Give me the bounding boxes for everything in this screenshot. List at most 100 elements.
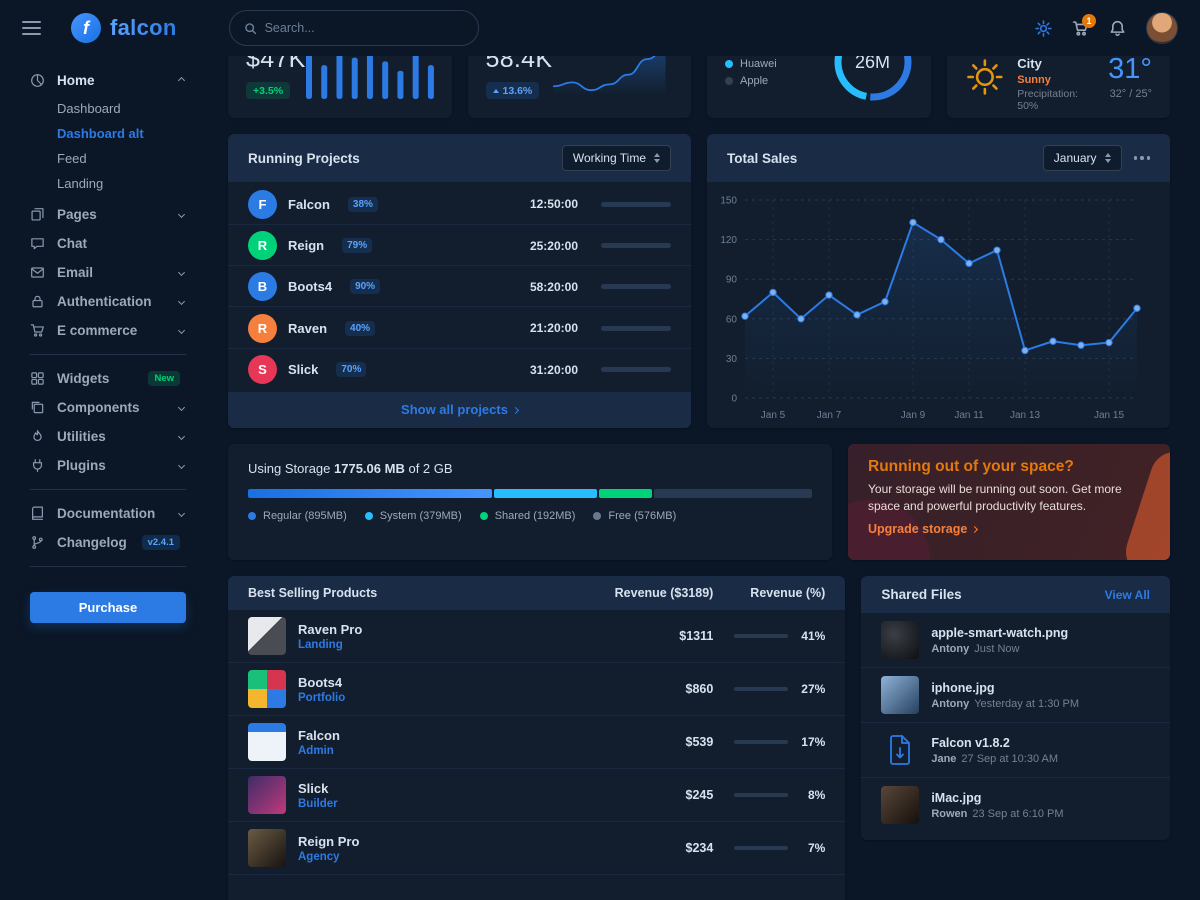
sidebar-item-feed[interactable]: Feed: [57, 151, 87, 166]
file-row: iphone.jpg Antony Yesterday at 1:30 PM: [861, 668, 1170, 723]
sidebar-item-plugins[interactable]: Plugins: [30, 451, 186, 480]
project-row: R Reign 79% 25:20:00: [228, 226, 691, 267]
search-box[interactable]: [228, 10, 479, 46]
product-category-link[interactable]: Agency: [298, 850, 340, 863]
legend-dot: [364, 512, 373, 520]
market-share-total: 26M: [854, 51, 890, 72]
product-category-link[interactable]: Admin: [298, 744, 334, 757]
file-row: iMac.jpg Rowen 23 Sep at 6:10 PM: [861, 778, 1170, 832]
menu-toggle-icon[interactable]: [22, 21, 41, 35]
chevron-down-icon: [177, 210, 186, 219]
notifications-bell-icon[interactable]: [1109, 20, 1126, 37]
cart-icon[interactable]: 1: [1072, 13, 1096, 37]
file-thumbnail: [881, 786, 920, 824]
chevron-down-icon: [177, 461, 186, 470]
falcon-logo[interactable]: f falcon: [71, 13, 177, 43]
upgrade-storage-link[interactable]: Upgrade storage: [868, 522, 979, 536]
sidebar-item-components[interactable]: Components: [30, 393, 186, 422]
sidebar-item-documentation[interactable]: Documentation: [30, 499, 186, 528]
file-row: Falcon v1.8.2 Jane 27 Sep at 10:30 AM: [861, 723, 1170, 778]
project-time: 58:20:00: [529, 279, 578, 294]
project-progress-bar: [601, 201, 671, 207]
column-revenue: Revenue ($3189): [614, 586, 714, 600]
flame-icon: [30, 429, 46, 444]
project-name-link[interactable]: Falcon: [288, 196, 330, 212]
sidebar-item-widgets[interactable]: Widgets New: [30, 364, 186, 393]
column-revenue-pct: Revenue (%): [750, 586, 826, 600]
sidebar-item-label: Pages: [57, 207, 97, 222]
project-name-link[interactable]: Reign: [288, 238, 325, 254]
product-name: Falcon: [298, 727, 340, 743]
file-user: Antony: [931, 697, 970, 710]
product-category-link[interactable]: Builder: [298, 797, 338, 810]
product-percent: 27%: [801, 682, 826, 696]
svg-text:120: 120: [720, 235, 737, 246]
pie-chart-icon: [30, 73, 46, 88]
sidebar-item-landing[interactable]: Landing: [57, 176, 104, 191]
project-avatar: R: [248, 313, 277, 343]
project-name-link[interactable]: Raven: [288, 320, 328, 336]
sidebar-item-dashboard-alt[interactable]: Dashboard alt: [57, 126, 144, 141]
sidebar-item-ecommerce[interactable]: E commerce: [30, 316, 186, 345]
projects-sales-row: Running Projects Working Time F Falcon 3…: [228, 134, 1170, 428]
sidebar-item-utilities[interactable]: Utilities: [30, 422, 186, 451]
project-percent-badge: 38%: [347, 196, 378, 212]
file-name-link[interactable]: iMac.jpg: [931, 790, 982, 805]
project-avatar: R: [248, 231, 277, 261]
product-name: Raven Pro: [298, 621, 363, 637]
project-time: 25:20:00: [529, 238, 578, 253]
project-name-link[interactable]: Slick: [288, 362, 319, 378]
svg-text:Jan 9: Jan 9: [901, 410, 926, 421]
working-time-select[interactable]: Working Time: [561, 145, 671, 171]
project-name-link[interactable]: Boots4: [288, 279, 333, 295]
sidebar-item-label: Utilities: [57, 429, 106, 444]
sidebar-item-changelog[interactable]: Changelog v2.4.1: [30, 528, 186, 557]
file-name-link[interactable]: iphone.jpg: [931, 680, 995, 695]
show-all-projects-link[interactable]: Show all projects: [401, 402, 519, 417]
product-category-link[interactable]: Portfolio: [298, 691, 346, 704]
project-percent-badge: 40%: [345, 320, 376, 336]
project-time: 21:20:00: [529, 321, 578, 336]
product-category-link[interactable]: Landing: [298, 638, 343, 651]
month-select[interactable]: January: [1042, 145, 1122, 171]
file-name-link[interactable]: apple-smart-watch.png: [931, 625, 1069, 640]
view-all-link[interactable]: View All: [1104, 587, 1150, 602]
weekly-sales-bar-chart: [305, 37, 434, 99]
shared-files-card: Shared Files View All apple-smart-watch.…: [861, 576, 1170, 840]
user-avatar[interactable]: [1146, 12, 1178, 44]
sidebar-item-email[interactable]: Email: [30, 258, 186, 287]
product-name: Boots4: [298, 674, 343, 690]
project-row: R Raven 40% 21:20:00: [228, 309, 691, 349]
file-thumbnail: [881, 676, 920, 714]
card-menu-dots-icon[interactable]: [1133, 152, 1150, 164]
product-thumbnail: [248, 776, 286, 814]
file-name-link[interactable]: Falcon v1.8.2: [931, 735, 1010, 750]
sidebar-item-chat[interactable]: Chat: [30, 229, 186, 258]
sidebar-item-label: Components: [57, 400, 140, 415]
product-revenue: $234: [685, 841, 714, 855]
falcon-logo-icon: f: [71, 13, 101, 43]
legend-item: Shared (192MB): [479, 510, 575, 522]
project-row: F Falcon 38% 12:50:00: [228, 185, 691, 225]
sidebar-item-label: Widgets: [57, 371, 110, 386]
search-input[interactable]: [264, 21, 464, 35]
sidebar-item-pages[interactable]: Pages: [30, 200, 186, 229]
settings-gear-icon[interactable]: [1035, 19, 1052, 37]
file-thumbnail: [881, 621, 920, 659]
sort-arrows-icon: [1104, 153, 1111, 163]
best-selling-products-card: Best Selling Products Revenue ($3189) Re…: [228, 576, 846, 900]
sidebar-item-label: Home: [57, 73, 95, 88]
product-revenue: $539: [685, 735, 714, 749]
sidebar-item-dashboard[interactable]: Dashboard: [57, 101, 121, 116]
sidebar-item-home[interactable]: Home: [30, 66, 186, 95]
svg-text:Jan 7: Jan 7: [817, 410, 842, 421]
sidebar-item-label: Email: [57, 265, 94, 280]
file-time: Just Now: [974, 642, 1020, 655]
svg-text:Jan 11: Jan 11: [954, 410, 984, 421]
sidebar-item-authentication[interactable]: Authentication: [30, 287, 186, 316]
file-user: Antony: [931, 642, 970, 655]
purchase-button[interactable]: Purchase: [30, 592, 186, 623]
sidebar-item-label: Documentation: [57, 506, 156, 521]
chevron-down-icon: [177, 432, 186, 441]
file-time: 27 Sep at 10:30 AM: [961, 752, 1059, 765]
